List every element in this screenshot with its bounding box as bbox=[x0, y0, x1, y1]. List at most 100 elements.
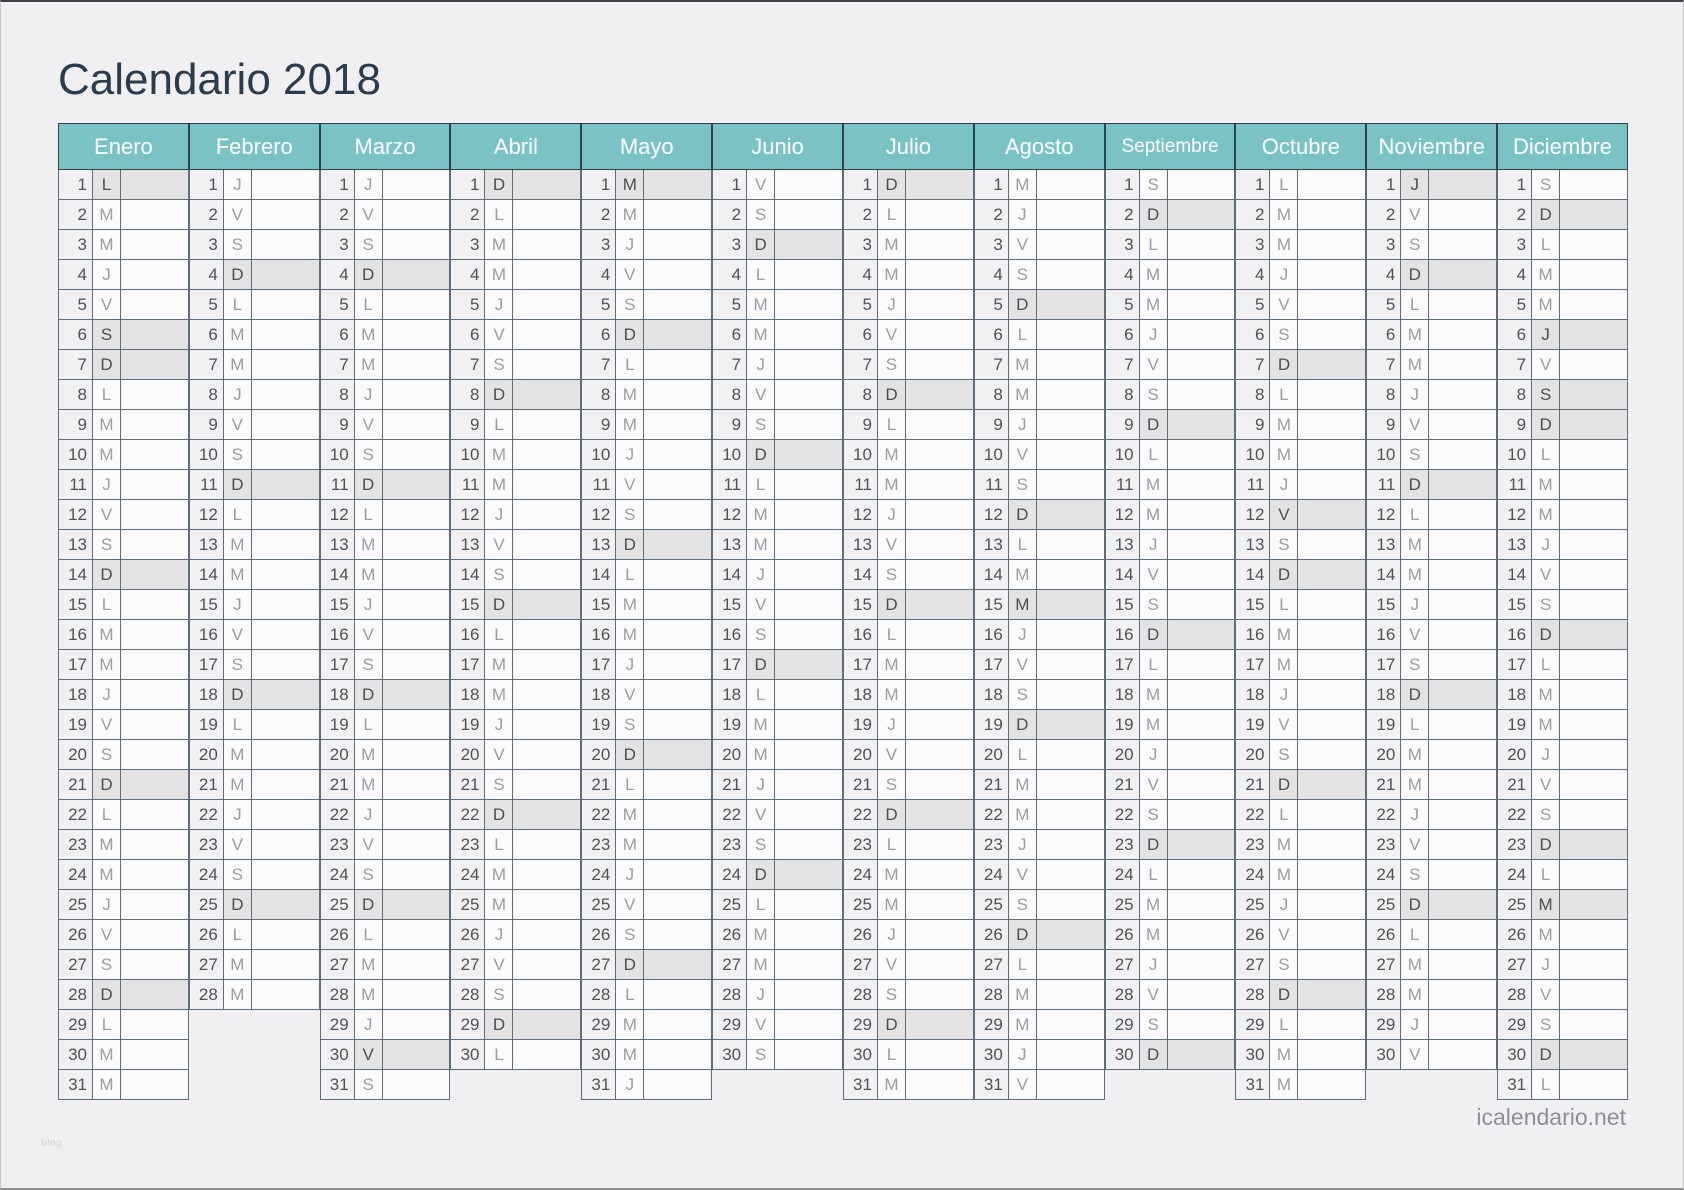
day-letter-cell: M bbox=[1139, 290, 1167, 319]
day-letter-cell: M bbox=[1139, 470, 1167, 499]
day-letter-cell: M bbox=[1270, 1040, 1298, 1069]
day-letter-cell: J bbox=[616, 440, 644, 469]
day-number-cell: 3 bbox=[189, 230, 223, 259]
day-note-cell bbox=[905, 350, 973, 379]
day-number-cell: 16 bbox=[189, 620, 223, 649]
day-letter-cell: V bbox=[93, 710, 120, 739]
day-number-cell: 1 bbox=[843, 170, 877, 199]
day-note-cell bbox=[905, 650, 973, 679]
day-note-cell bbox=[905, 890, 973, 919]
day-letter-cell: M bbox=[1008, 1010, 1036, 1039]
day-number-cell: 24 bbox=[582, 860, 616, 889]
day-letter-cell: V bbox=[223, 200, 251, 229]
day-number-cell: 3 bbox=[843, 230, 877, 259]
day-number-cell: 3 bbox=[582, 230, 616, 259]
day-note-cell bbox=[1167, 170, 1235, 199]
day-note-cell bbox=[644, 1010, 712, 1039]
day-number-cell: 8 bbox=[189, 380, 223, 409]
day-number-cell: 21 bbox=[713, 770, 747, 799]
day-number-cell: 3 bbox=[320, 230, 354, 259]
day-note-cell bbox=[513, 230, 581, 259]
day-letter-cell: J bbox=[747, 560, 775, 589]
day-note-cell bbox=[1036, 650, 1104, 679]
day-number-cell: 27 bbox=[189, 950, 223, 979]
day-letter-cell: V bbox=[354, 1040, 382, 1069]
day-number-cell: 20 bbox=[59, 740, 92, 769]
day-letter-cell: V bbox=[354, 200, 382, 229]
day-number-cell: 5 bbox=[59, 290, 92, 319]
day-letter-cell: J bbox=[877, 500, 905, 529]
day-note-cell bbox=[251, 980, 319, 1009]
holiday-highlight-cell bbox=[121, 980, 188, 1009]
day-number-cell: 17 bbox=[451, 650, 485, 679]
day-note-cell bbox=[644, 1070, 712, 1099]
day-letter-cell: L bbox=[616, 560, 644, 589]
day-note-cell bbox=[775, 200, 842, 229]
day-note-cell bbox=[1036, 260, 1104, 289]
day-letter-cell: V bbox=[1008, 650, 1036, 679]
month-grid: 1 D 2 L 3 M 4 M 5 J 6 V 7 S 8 D 9 L 10 M 11 M 12 J 13 V 14 S 15 D 16 L 1… bbox=[842, 170, 974, 1100]
day-number-cell: 21 bbox=[451, 770, 485, 799]
day-note-cell bbox=[1298, 260, 1366, 289]
day-letter-cell: M bbox=[1270, 410, 1298, 439]
day-letter-cell: L bbox=[1008, 950, 1036, 979]
day-number-cell: 7 bbox=[59, 350, 92, 379]
day-note-cell bbox=[382, 350, 450, 379]
day-number-cell: 12 bbox=[843, 500, 877, 529]
day-letter-cell: L bbox=[1532, 440, 1560, 469]
day-number-cell: 28 bbox=[451, 980, 485, 1009]
day-letter-cell: D bbox=[616, 950, 644, 979]
day-letter-cell: S bbox=[485, 560, 513, 589]
day-number-cell: 23 bbox=[320, 830, 354, 859]
day-number-cell: 17 bbox=[189, 650, 223, 679]
day-letter-cell: D bbox=[223, 260, 251, 289]
day-number-cell: 22 bbox=[713, 800, 747, 829]
day-note-cell bbox=[382, 950, 450, 979]
day-note-cell bbox=[121, 590, 188, 619]
day-note-cell bbox=[513, 770, 581, 799]
day-note-cell bbox=[382, 230, 450, 259]
day-letter-cell: M bbox=[1270, 650, 1298, 679]
day-letter-cell: S bbox=[354, 860, 382, 889]
day-number-cell: 4 bbox=[1105, 260, 1139, 289]
day-letter-cell: D bbox=[354, 470, 382, 499]
day-number-cell: 11 bbox=[1236, 470, 1270, 499]
day-number-cell: 2 bbox=[1367, 200, 1401, 229]
day-note-cell bbox=[121, 950, 188, 979]
day-note-cell bbox=[905, 470, 973, 499]
day-letter-cell: D bbox=[1008, 500, 1036, 529]
day-note-cell bbox=[1167, 260, 1235, 289]
day-letter-cell: M bbox=[1532, 890, 1560, 919]
day-letter-cell: D bbox=[485, 1010, 513, 1039]
day-letter-cell: V bbox=[1139, 770, 1167, 799]
day-number-cell: 26 bbox=[189, 920, 223, 949]
day-number-cell: 25 bbox=[59, 890, 92, 919]
day-number-cell: 21 bbox=[1236, 770, 1270, 799]
day-note-cell bbox=[382, 1010, 450, 1039]
day-letter-cell: L bbox=[877, 410, 905, 439]
day-letter-cell: D bbox=[747, 650, 775, 679]
day-number-cell: 11 bbox=[1367, 470, 1401, 499]
day-letter-cell: J bbox=[1532, 320, 1560, 349]
day-number-cell: 12 bbox=[320, 500, 354, 529]
day-letter-cell: D bbox=[1270, 770, 1298, 799]
day-note-cell bbox=[644, 290, 712, 319]
day-note-cell bbox=[121, 860, 188, 889]
day-number-cell: 18 bbox=[59, 680, 92, 709]
day-note-cell bbox=[1036, 410, 1104, 439]
day-letter-cell: S bbox=[747, 1040, 775, 1069]
day-note-cell bbox=[1167, 590, 1235, 619]
day-note-cell bbox=[1036, 170, 1104, 199]
day-number-cell: 28 bbox=[1105, 980, 1139, 1009]
day-letter-cell: J bbox=[485, 710, 513, 739]
day-note-cell bbox=[1167, 950, 1235, 979]
day-letter-cell: M bbox=[1139, 260, 1167, 289]
holiday-highlight-cell bbox=[905, 1010, 973, 1039]
day-number-cell: 13 bbox=[1367, 530, 1401, 559]
day-letter-cell: S bbox=[1270, 950, 1298, 979]
day-letter-cell: S bbox=[93, 530, 120, 559]
day-letter-cell: L bbox=[485, 200, 513, 229]
day-number-cell: 5 bbox=[451, 290, 485, 319]
day-letter-cell: D bbox=[485, 170, 513, 199]
